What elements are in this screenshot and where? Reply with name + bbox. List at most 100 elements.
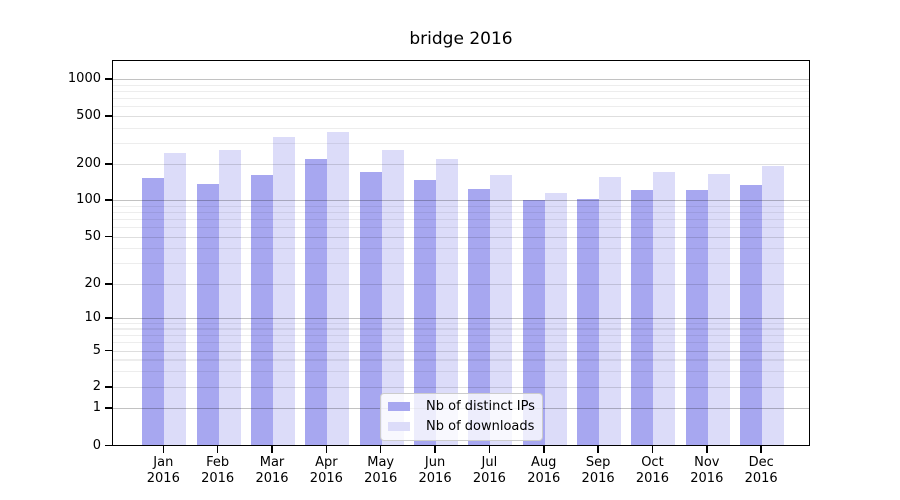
x-tick-mark <box>325 446 328 453</box>
x-tick-label-jun: Jun 2016 <box>418 455 452 486</box>
gridline-major <box>113 350 809 352</box>
legend-item-downloads: Nb of downloads <box>388 419 535 434</box>
gridline-major <box>113 318 809 320</box>
x-tick-mark <box>216 446 219 453</box>
x-tick-label-apr: Apr 2016 <box>309 455 343 486</box>
y-tick-mark <box>105 78 112 80</box>
gridline-major <box>113 284 809 286</box>
x-tick-mark <box>162 446 165 453</box>
bar-downloads-apr <box>327 132 350 446</box>
x-tick-label-dec: Dec 2016 <box>744 455 778 486</box>
y-tick-label: 500 <box>76 108 101 123</box>
x-tick-label-may: May 2016 <box>364 455 398 486</box>
gridline-minor <box>113 205 809 207</box>
bar-distinct-ips-dec <box>740 185 763 446</box>
bar-downloads-feb <box>218 149 241 446</box>
bar-downloads-jan <box>164 152 187 446</box>
bar-downloads-aug <box>544 192 567 446</box>
legend-label-distinct-ips: Nb of distinct IPs <box>426 399 535 414</box>
gridline-major <box>113 200 809 202</box>
y-tick-mark <box>105 317 112 319</box>
bar-downloads-jun <box>436 158 459 446</box>
x-tick-label-aug: Aug 2016 <box>527 455 561 486</box>
gridline-minor <box>113 322 809 325</box>
bar-downloads-mar <box>273 136 295 446</box>
y-tick-mark <box>105 444 112 447</box>
y-tick-label: 0 <box>92 437 101 453</box>
x-tick-label-feb: Feb 2016 <box>201 455 235 486</box>
gridline-minor <box>113 106 809 108</box>
x-tick-label-sep: Sep 2016 <box>581 455 615 486</box>
x-tick-mark <box>488 446 491 453</box>
y-tick-label: 20 <box>84 276 101 291</box>
gridline-minor <box>113 218 809 220</box>
bar-downloads-may <box>381 150 404 446</box>
y-tick-label: 100 <box>76 192 101 207</box>
y-tick-label: 1 <box>92 400 101 415</box>
legend-swatch-distinct-ips-icon <box>388 402 410 411</box>
x-tick-label-jan: Jan 2016 <box>146 455 180 486</box>
bar-distinct-ips-jun <box>414 180 437 446</box>
x-tick-label-mar: Mar 2016 <box>255 455 289 486</box>
y-tick-mark <box>105 235 112 238</box>
y-tick-mark <box>105 163 112 165</box>
legend-swatch-downloads-icon <box>388 422 410 431</box>
x-tick-label-oct: Oct 2016 <box>635 455 669 486</box>
gridline-minor <box>113 262 809 265</box>
y-tick-label: 200 <box>76 156 101 171</box>
legend-label-downloads: Nb of downloads <box>426 419 535 434</box>
gridline-major <box>113 116 809 118</box>
y-tick-label: 50 <box>84 228 101 244</box>
chart-title: bridge 2016 <box>409 29 513 49</box>
legend: Nb of distinct IPs Nb of downloads <box>380 393 543 441</box>
gridline-minor <box>113 359 809 361</box>
bar-distinct-ips-may <box>359 172 382 446</box>
bar-distinct-ips-apr <box>305 159 328 446</box>
bar-distinct-ips-oct <box>631 190 654 446</box>
gridline-minor <box>113 84 809 86</box>
gridline-major <box>113 164 809 166</box>
bar-distinct-ips-jul <box>468 189 491 446</box>
bar-distinct-ips-sep <box>577 199 600 446</box>
y-tick-mark <box>105 349 112 352</box>
bar-distinct-ips-mar <box>251 174 273 446</box>
y-tick-mark <box>105 199 112 201</box>
x-tick-mark <box>434 446 436 453</box>
y-tick-mark <box>105 283 112 285</box>
gridline-minor <box>113 98 809 100</box>
x-tick-label-jul: Jul 2016 <box>472 455 506 486</box>
y-tick-mark <box>105 407 112 409</box>
y-tick-mark <box>105 115 112 117</box>
gridline-minor <box>113 211 809 213</box>
x-tick-mark <box>271 446 273 453</box>
bar-downloads-sep <box>599 176 622 446</box>
gridline-minor <box>113 127 809 129</box>
bar-downloads-jul <box>490 174 513 446</box>
x-tick-label-nov: Nov 2016 <box>690 455 724 486</box>
bar-downloads-oct <box>653 172 676 446</box>
x-tick-mark <box>706 446 708 453</box>
y-tick-label: 1000 <box>67 71 101 86</box>
x-tick-mark <box>760 446 762 453</box>
y-tick-mark <box>105 386 112 388</box>
bar-distinct-ips-nov <box>685 189 708 446</box>
y-tick-label: 10 <box>84 310 101 325</box>
gridline-major <box>113 236 809 238</box>
gridline-minor <box>113 341 809 344</box>
x-tick-mark <box>597 446 599 453</box>
bar-downloads-nov <box>707 173 730 446</box>
bar-distinct-ips-feb <box>196 183 219 446</box>
x-tick-mark <box>542 446 545 453</box>
gridline-minor <box>113 142 809 144</box>
gridline-major <box>113 79 809 81</box>
bar-distinct-ips-aug <box>522 200 545 446</box>
bar-distinct-ips-jan <box>142 178 165 446</box>
gridline-minor <box>113 248 809 250</box>
y-tick-label: 5 <box>92 342 101 358</box>
gridline-minor <box>113 328 809 330</box>
bar-downloads-dec <box>762 166 785 446</box>
x-tick-mark <box>651 446 654 453</box>
y-tick-label: 2 <box>92 379 101 394</box>
gridline-minor <box>113 226 809 229</box>
gridline-minor <box>113 370 809 373</box>
